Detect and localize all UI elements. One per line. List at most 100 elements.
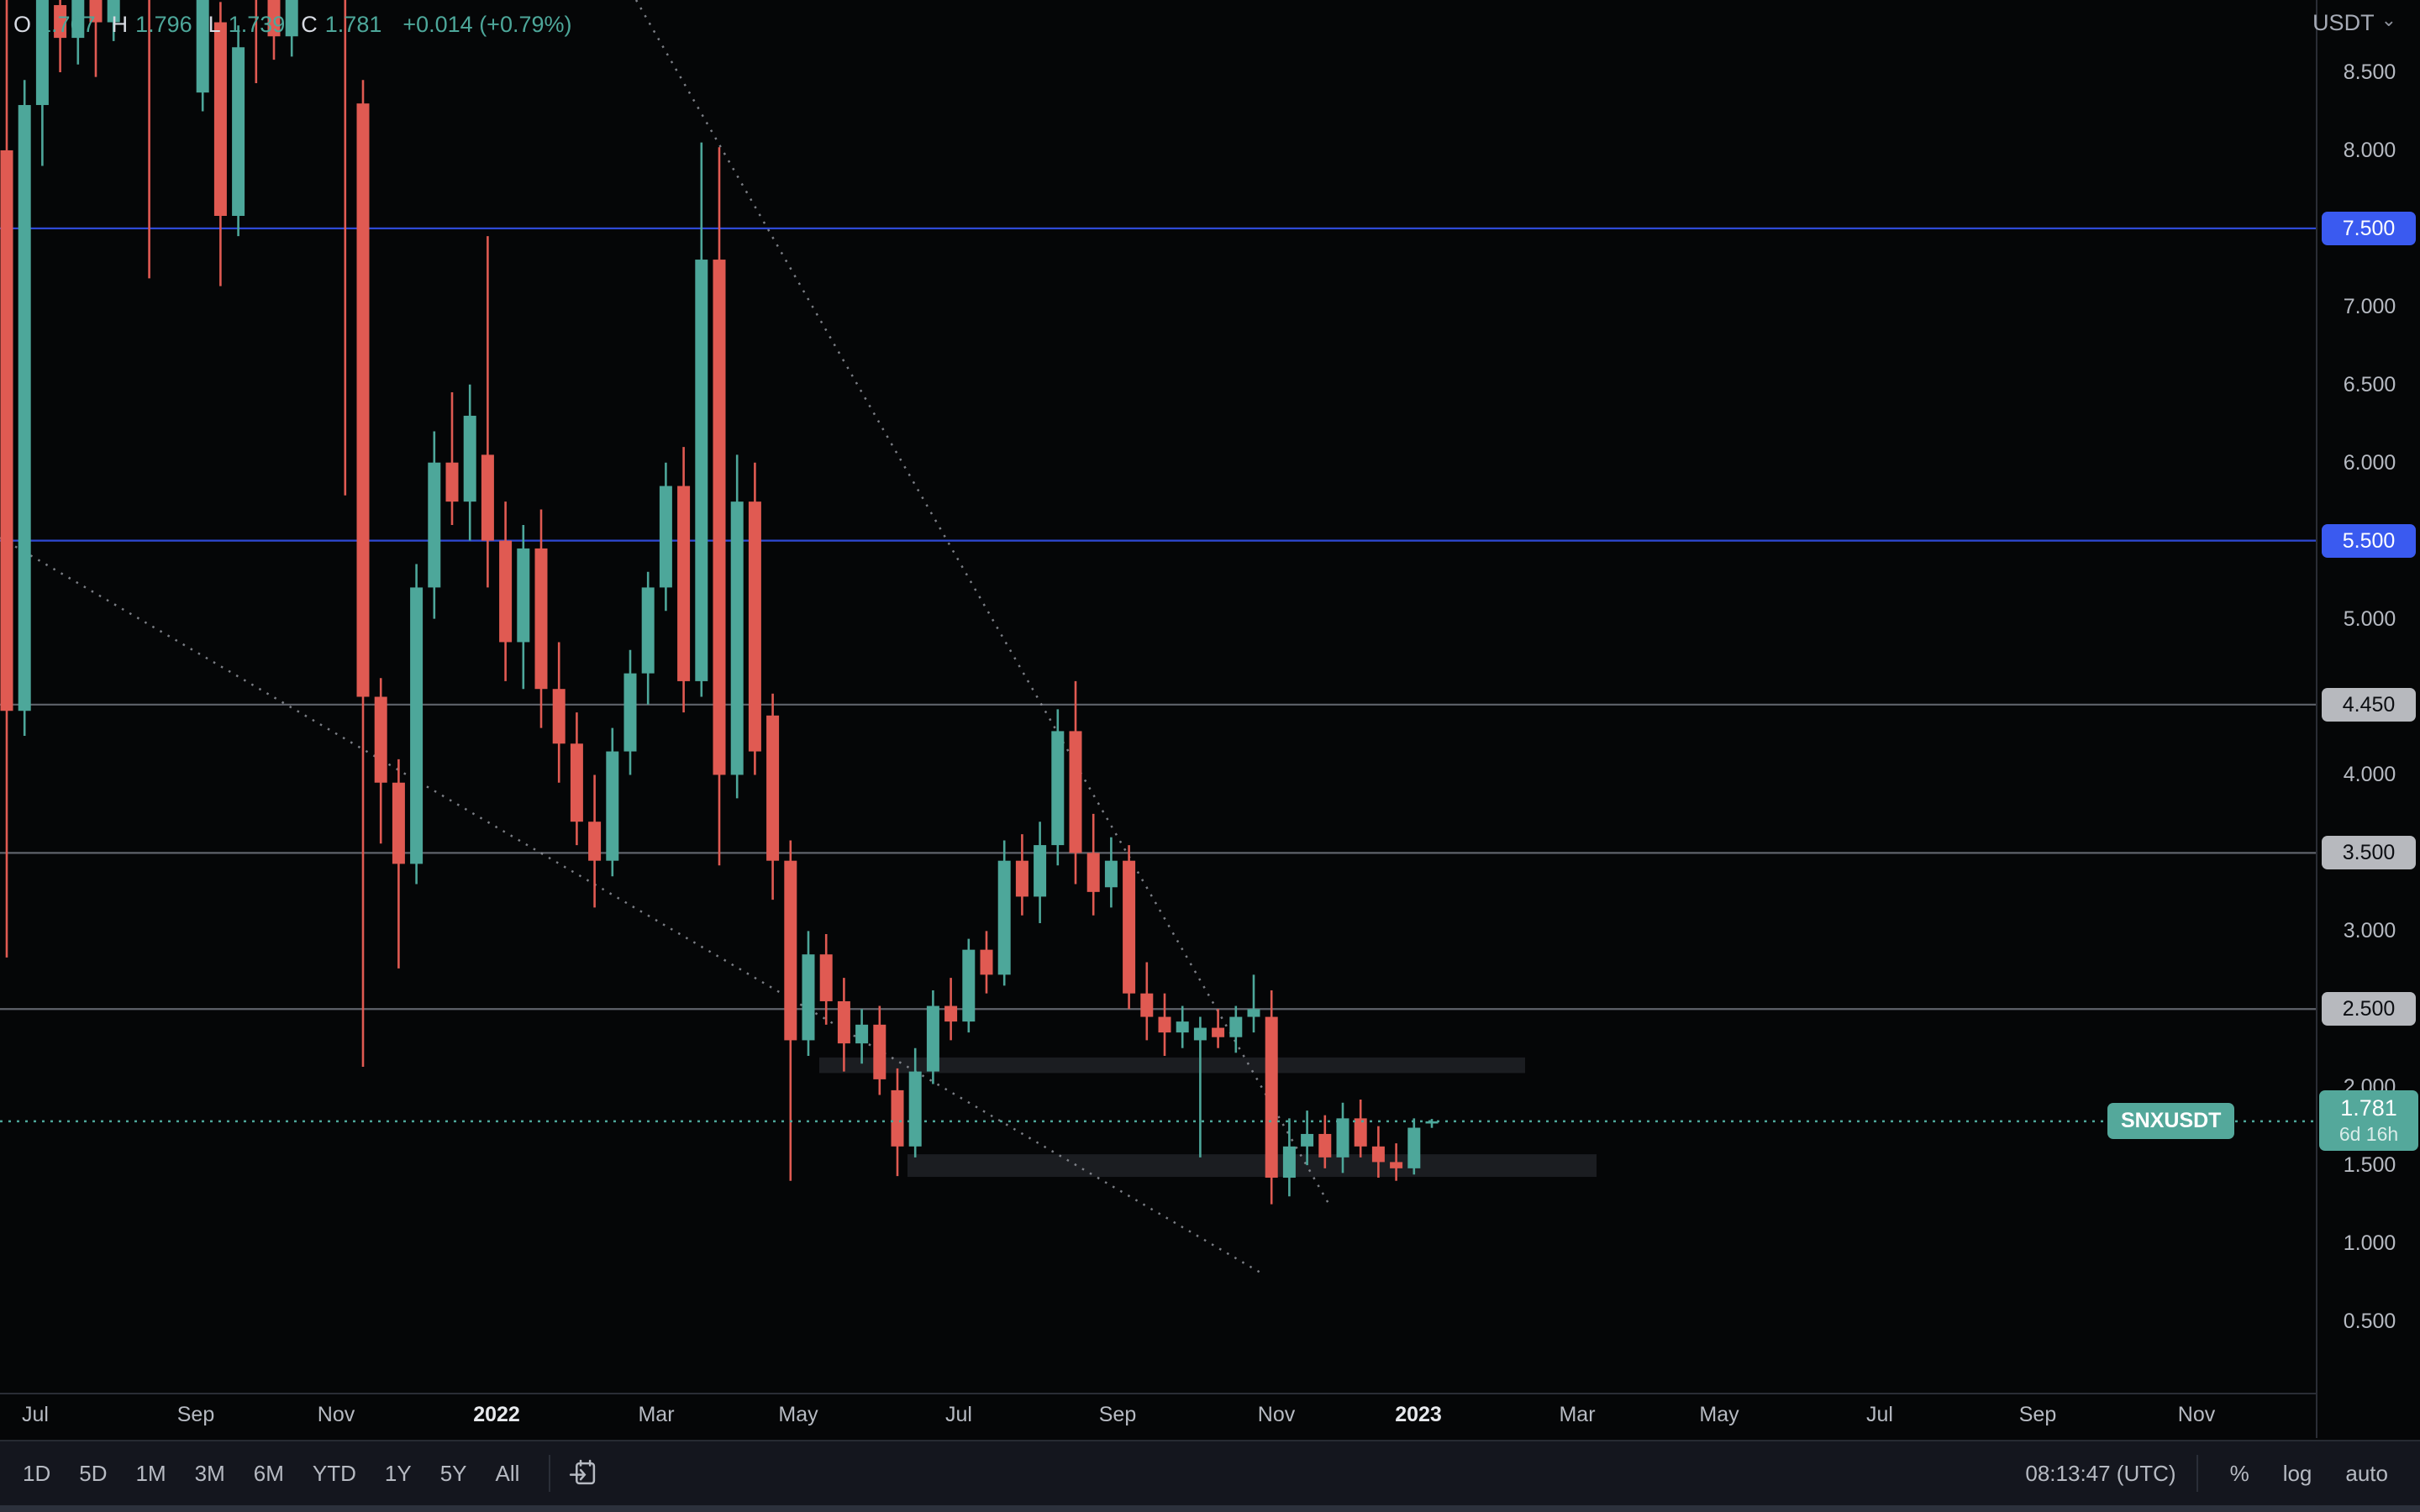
candle-body [623,673,637,752]
candle-body [677,486,691,681]
price-tick-4.000: 4.000 [2343,763,2396,787]
candle-body [926,1005,939,1072]
currency-label: USDT [2312,10,2375,35]
log-scale-button[interactable]: log [2282,1460,2312,1486]
range-button-6M[interactable]: 6M [253,1460,284,1486]
toolbar-divider [549,1455,551,1492]
candle-body [1336,1118,1349,1158]
candle-body [1104,860,1118,888]
high-label: H [111,12,129,37]
go-to-date-button[interactable] [566,1455,602,1492]
price-tick-5.000: 5.000 [2343,606,2396,631]
candle-body [1034,845,1047,897]
window-edge [0,1505,2420,1512]
price-tick-1.000: 1.000 [2343,1231,2396,1256]
clock[interactable]: 08:13:47 (UTC) [2025,1460,2176,1486]
candle-body [54,5,67,39]
candle-body [428,462,441,588]
change-value: +0.014 (+0.79%) [402,12,572,37]
candle-body [837,1000,850,1044]
time-tick-Jul: Jul [945,1403,972,1426]
time-tick-2023: 2023 [1395,1403,1442,1426]
candle-body [1229,1016,1243,1037]
candle-body [89,0,103,23]
candle-body [499,540,513,643]
candle-body [463,415,476,502]
candle-body [392,782,405,864]
candle-body [71,0,85,39]
candle-body [997,860,1011,975]
candle-body [606,751,619,861]
currency-selector[interactable]: USDT ⌄ [2312,8,2396,36]
candle-body [374,696,387,783]
ohlc-legend: O 1.767 H 1.796 L 1.739 C 1.781 +0.014 (+0.7… [13,12,572,38]
candle-body [802,954,815,1041]
bottom-toolbar: 1D 5D 1M 3M 6M YTD 1Y 5Y All 08:13:47 (UTC) % lo… [0,1440,2420,1505]
range-button-3M[interactable]: 3M [194,1460,225,1486]
price-level-badge-3.500: 3.500 [2322,836,2416,870]
range-button-YTD[interactable]: YTD [312,1460,356,1486]
candle-body [1086,853,1100,892]
candle-body [1247,1009,1260,1017]
candle-body [819,954,833,1001]
candle-body [196,0,209,93]
candle-body [1390,1162,1403,1168]
candle-body [962,949,976,1022]
current-price-value: 1.781 [2340,1095,2397,1121]
percent-scale-button[interactable]: % [2229,1460,2249,1486]
time-tick-2022: 2022 [473,1403,520,1426]
price-tick-0.500: 0.500 [2343,1310,2396,1333]
open-label: O [13,12,32,37]
range-button-5Y[interactable]: 5Y [439,1460,467,1486]
range-buttons: 1D 5D 1M 3M 6M YTD 1Y 5Y All [0,1454,534,1494]
candle-body [1176,1021,1189,1033]
candle-body [1318,1133,1332,1158]
candle-body [588,822,602,861]
candle-body [213,22,227,217]
candle-body [980,949,993,975]
candle-body [1123,860,1136,994]
candle-body [1301,1133,1314,1147]
zone-box-1 [908,1154,1597,1178]
candlestick-chart[interactable] [0,0,2316,1393]
range-button-All[interactable]: All [495,1460,520,1486]
price-level-badge-7.500: 7.500 [2322,211,2416,245]
candle-body [891,1089,904,1147]
symbol-price-label[interactable]: SNXUSDT [2107,1102,2235,1139]
chevron-down-icon: ⌄ [2381,8,2396,30]
candle-body [267,0,281,37]
auto-scale-button[interactable]: auto [2345,1460,2388,1486]
price-tick-6.000: 6.000 [2343,450,2396,475]
time-axis[interactable]: ⚙ JulSepNov2022MarMayJulSepNov2023MarMay… [0,1393,2420,1440]
candle-body [481,454,494,541]
range-button-5D[interactable]: 5D [79,1460,108,1486]
candle-body [713,260,726,775]
time-tick-Nov: Nov [2177,1403,2216,1426]
price-tick-3.000: 3.000 [2343,919,2396,943]
price-axis[interactable]: 1.781 6d 16h 8.500 8.000 7.000 6.500 6.000 5.… [2316,0,2420,1438]
low-value: 1.739 [228,12,286,37]
price-tick-8.000: 8.000 [2343,138,2396,162]
candle-body [410,587,424,864]
time-tick-Sep: Sep [2018,1403,2057,1426]
high-value: 1.796 [135,12,192,37]
candle-body [944,1005,958,1022]
candle-body [285,0,298,37]
time-tick-Jul: Jul [1866,1403,1893,1426]
candle-body [517,548,530,643]
range-button-1M[interactable]: 1M [135,1460,166,1486]
candle-body [445,462,459,502]
range-button-1D[interactable]: 1D [23,1460,51,1486]
price-level-badge-2.500: 2.500 [2322,992,2416,1026]
candle-body [1193,1027,1207,1041]
time-tick-Sep: Sep [1098,1403,1137,1426]
low-label: L [208,12,221,37]
close-label: C [301,12,318,37]
candle-body [1425,1121,1439,1124]
candle-body [1212,1027,1225,1037]
time-tick-May: May [778,1403,818,1426]
candle-body [641,587,655,674]
candle-body [748,501,761,752]
candle-body [1354,1118,1367,1147]
range-button-1Y[interactable]: 1Y [384,1460,412,1486]
